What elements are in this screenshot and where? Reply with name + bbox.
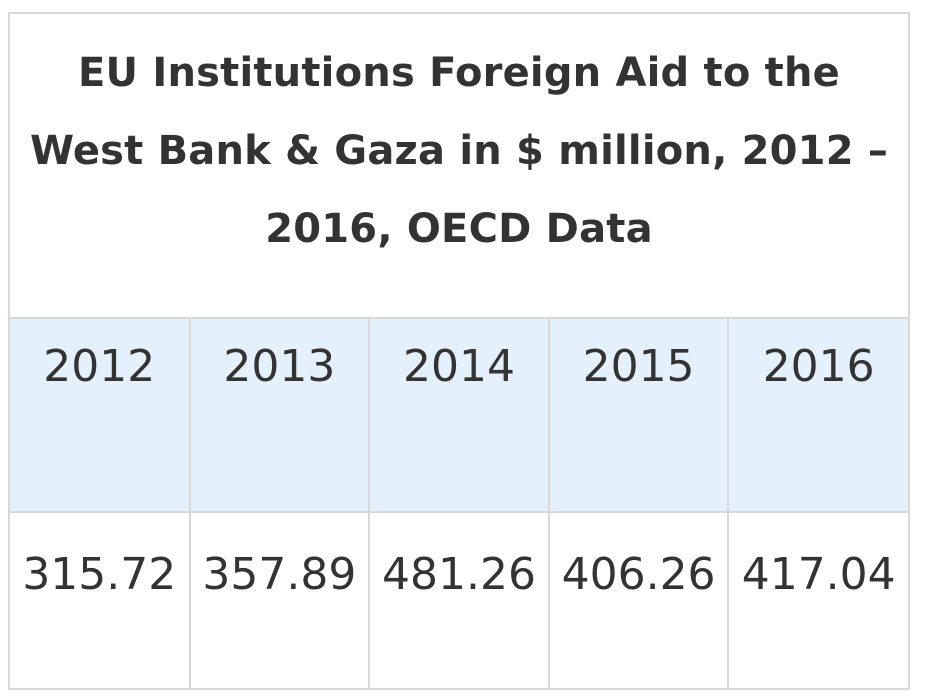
- value-cell: 315.72: [10, 511, 191, 688]
- value-cell: 406.26: [547, 511, 730, 688]
- year-cell: 2015: [547, 317, 730, 513]
- value-cell: 481.26: [368, 511, 550, 688]
- title-cell: EU Institutions Foreign Aid to the West …: [10, 14, 908, 319]
- year-cell: 2016: [727, 317, 908, 513]
- title-row: EU Institutions Foreign Aid to the West …: [10, 14, 908, 319]
- year-cell: 2014: [368, 317, 550, 513]
- year-row: 2012 2013 2014 2015 2016: [10, 317, 908, 513]
- aid-table: EU Institutions Foreign Aid to the West …: [10, 14, 908, 688]
- table-title: EU Institutions Foreign Aid to the West …: [29, 50, 889, 252]
- year-cell: 2013: [188, 317, 371, 513]
- value-row: 315.72 357.89 481.26 406.26 417.04: [10, 511, 908, 688]
- aid-table-container: EU Institutions Foreign Aid to the West …: [8, 12, 910, 690]
- value-cell: 417.04: [727, 511, 908, 688]
- value-cell: 357.89: [188, 511, 371, 688]
- year-cell: 2012: [10, 317, 191, 513]
